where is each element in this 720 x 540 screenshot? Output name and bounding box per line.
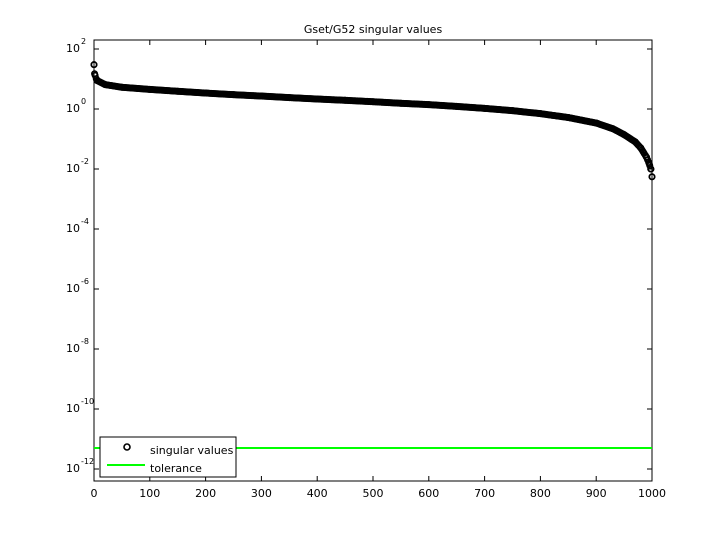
- x-tick-label: 600: [418, 487, 439, 500]
- singular-value-point: [453, 102, 461, 110]
- singular-value-point: [508, 107, 516, 115]
- x-tick-label: 400: [307, 487, 328, 500]
- singular-value-markers: [90, 61, 656, 181]
- singular-value-point: [397, 99, 405, 107]
- y-tick-label-exponent: -10: [81, 397, 94, 406]
- singular-value-point: [285, 94, 293, 102]
- singular-value-point: [631, 138, 639, 146]
- plot-area-frame: [93, 39, 653, 482]
- singular-value-point: [481, 104, 489, 112]
- singular-value-point: [592, 119, 600, 127]
- legend-box: [99, 436, 237, 478]
- x-tick-label: 200: [195, 487, 216, 500]
- x-tick-label: 1000: [638, 487, 666, 500]
- x-tick-label: 800: [530, 487, 551, 500]
- y-tick-label-exponent: -12: [81, 457, 94, 466]
- x-tick-label: 100: [139, 487, 160, 500]
- axis-ticks: 0 100 200 300 400 500 600 700 800 900 100010210010…: [66, 37, 666, 500]
- singular-value-point: [369, 98, 377, 106]
- singular-value-point: [647, 165, 655, 173]
- singular-value-point: [341, 96, 349, 104]
- singular-value-point: [91, 70, 99, 78]
- y-tick-label-base: 10: [66, 162, 80, 175]
- singular-value-point: [637, 144, 645, 152]
- y-tick-label-base: 10: [66, 402, 80, 415]
- singular-value-point: [642, 153, 650, 161]
- legend-label-singular-values: singular values: [150, 444, 234, 457]
- y-tick-label-exponent: -4: [81, 217, 89, 226]
- singular-value-point: [202, 89, 210, 97]
- chart-title: Gset/G52 singular values: [304, 23, 443, 36]
- y-tick-label-exponent: -2: [81, 157, 89, 166]
- singular-value-point: [536, 110, 544, 118]
- y-tick-label-exponent: -8: [81, 337, 89, 346]
- singular-value-point: [609, 125, 617, 133]
- singular-value-point: [257, 92, 265, 100]
- x-tick-label: 300: [251, 487, 272, 500]
- legend-marker-singular-values: [123, 443, 131, 451]
- singular-value-point: [313, 95, 321, 103]
- x-tick-label: 500: [363, 487, 384, 500]
- singular-value-point: [425, 101, 433, 109]
- y-tick-label-base: 10: [66, 282, 80, 295]
- y-tick-label-base: 10: [66, 342, 80, 355]
- y-tick-label-base: 10: [66, 42, 80, 55]
- y-tick-label-base: 10: [66, 462, 80, 475]
- y-tick-label-base: 10: [66, 102, 80, 115]
- y-tick-label-base: 10: [66, 222, 80, 235]
- x-tick-label: 700: [474, 487, 495, 500]
- singular-value-point: [118, 83, 126, 91]
- singular-value-point: [230, 91, 238, 99]
- singular-value-point: [620, 131, 628, 139]
- x-tick-label: 0: [91, 487, 98, 500]
- legend-label-tolerance: tolerance: [150, 462, 202, 475]
- x-tick-label: 900: [586, 487, 607, 500]
- singular-value-point: [146, 85, 154, 93]
- y-tick-label-exponent: 2: [81, 37, 86, 46]
- singular-value-point: [648, 173, 656, 181]
- legend: singular values tolerance: [99, 436, 237, 478]
- singular-value-point: [101, 81, 109, 89]
- singular-value-point: [174, 87, 182, 95]
- singular-value-point: [93, 76, 101, 84]
- singular-value-point: [564, 114, 572, 122]
- singular-value-point: [90, 61, 98, 69]
- y-tick-label-exponent: 0: [81, 97, 86, 106]
- y-tick-label-exponent: -6: [81, 277, 89, 286]
